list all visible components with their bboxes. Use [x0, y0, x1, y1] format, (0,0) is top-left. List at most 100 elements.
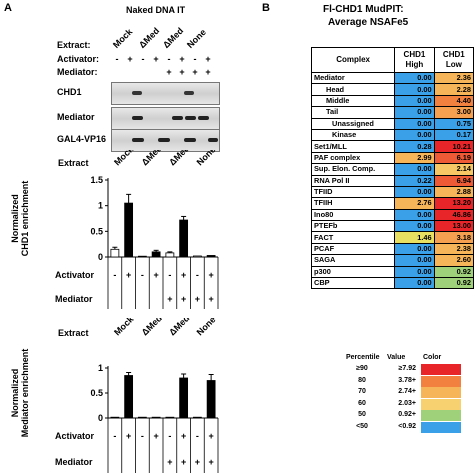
chd1-high-value: 0.00 [394, 117, 435, 130]
complex-name: FACT [310, 231, 396, 244]
blot-label-mediator: Mediator [57, 112, 95, 122]
y-tick-label: 0.5 [90, 388, 103, 398]
activator-sign: + [208, 270, 213, 280]
mediator-sign: + [181, 294, 186, 304]
activator-sign: - [196, 270, 199, 280]
header-chd1-high: CHD1 High [394, 47, 435, 73]
mediator-sign: + [195, 294, 200, 304]
panel-b-letter: B [262, 2, 270, 14]
table-row: Tail 0.00 3.00 [310, 106, 474, 119]
activator-sign: + [181, 270, 186, 280]
table-row: TFIID 0.00 2.88 [310, 185, 474, 199]
mediator-sign: + [179, 67, 185, 77]
mediator-sign: + [166, 67, 172, 77]
y-tick-label: 0.5 [90, 226, 103, 236]
y-axis-label-line: CHD1 enrichment [20, 181, 30, 257]
chd1-low-value: 3.00 [433, 106, 474, 119]
extract-label: Extract [58, 158, 89, 168]
legend-color-swatch [421, 410, 461, 422]
blot-band [184, 91, 194, 95]
complex-name: SAGA [310, 254, 396, 267]
table-row: PTEFb 0.00 13.00 [310, 220, 474, 233]
blot-chd1 [111, 82, 220, 105]
chd1-high-value: 0.00 [394, 128, 435, 142]
blot-label-chd1: CHD1 [57, 87, 82, 97]
header-complex: Complex [310, 47, 396, 73]
activator-sign: + [127, 54, 133, 64]
extract-lane-label: None [195, 318, 218, 337]
chd1-low-value: 0.92 [433, 277, 474, 290]
chd1-high-value: 1.46 [394, 231, 435, 244]
chd1-high-value: 2.76 [394, 197, 435, 210]
y-axis-label: NormalizedMediator enrichment [10, 349, 30, 438]
complex-name: Middle [310, 94, 396, 108]
bar [110, 248, 120, 258]
bar [137, 416, 147, 419]
complex-name: Ino80 [310, 208, 396, 222]
activator-sign: - [113, 270, 116, 280]
mediator-sign: + [208, 457, 213, 467]
table-row: SAGA 0.00 2.60 [310, 254, 474, 267]
lane-label-dmed-1: ΔMed [136, 25, 162, 50]
complex-name: PAF complex [310, 151, 396, 165]
bar [165, 416, 175, 419]
legend-color-swatch [421, 398, 461, 410]
chd1-low-value: 46.86 [433, 208, 474, 222]
blot-mediator [111, 107, 220, 130]
complex-name: Unassigned [310, 117, 396, 130]
legend-value: ≥7.92 [398, 365, 416, 372]
activator-sign: - [141, 270, 144, 280]
bar [179, 377, 189, 419]
complex-name: Kinase [310, 128, 396, 142]
mediator-sign: + [205, 67, 211, 77]
activator-label: Activator [55, 270, 95, 280]
legend-percentile: 70 [358, 388, 366, 396]
chd1-low-value: 2.14 [433, 163, 474, 176]
activator-sign: - [193, 54, 197, 64]
chd1-high-value: 0.00 [394, 208, 435, 222]
mediator-label: Mediator [55, 294, 93, 304]
chd1-high-value: 0.00 [394, 277, 435, 290]
blot-band [185, 116, 196, 120]
table-row: Unassigned 0.00 0.75 [310, 117, 474, 130]
chd1-high-value: 0.00 [394, 220, 435, 233]
chd1-high-value: 0.28 [394, 140, 435, 153]
complex-name: Head [310, 83, 396, 96]
activator-label: Activator [55, 431, 95, 441]
y-tick-label: 1 [98, 363, 103, 373]
extract-lane-label: Mock [112, 318, 136, 337]
chd1-high-value: 0.00 [394, 254, 435, 267]
y-tick-label: 0 [98, 413, 103, 423]
extract-lane-label: ΔMed [167, 318, 191, 337]
complex-name: Tail [310, 106, 396, 119]
chd1-low-value: 2.60 [433, 254, 474, 267]
table-row: Mediator 0.00 2.36 [310, 71, 474, 85]
activator-sign: - [167, 54, 171, 64]
mediator-sign: + [195, 457, 200, 467]
complex-name: RNA Pol II [310, 174, 396, 187]
table-row: PAF complex 2.99 6.19 [310, 151, 474, 165]
mediator-sign: + [167, 294, 172, 304]
blot-label-gal4-vp16: GAL4-VP16 [57, 134, 107, 144]
y-tick-label: 1.5 [90, 175, 103, 185]
y-axis-label: NormalizedCHD1 enrichment [10, 181, 30, 257]
chd1-low-value: 4.40 [433, 94, 474, 108]
legend-color-swatch [421, 364, 461, 375]
legend-value: 0.92+ [398, 411, 416, 419]
mediator-sign: + [167, 457, 172, 467]
row-label-activator: Activator: [57, 54, 100, 64]
bar [206, 255, 216, 258]
blot-band [158, 138, 170, 142]
legend-percentile: <50 [356, 423, 368, 430]
chd1-low-value: 2.88 [433, 185, 474, 199]
legend-percentile: ≥90 [356, 365, 368, 372]
mediator-enrichment-chart: Extract Mock ΔMed ΔMed NoneNormalizedMediato… [10, 318, 219, 473]
activator-sign: + [208, 431, 213, 441]
y-axis-label-line: Normalized [10, 369, 20, 418]
nsaf-table: Complex CHD1 High CHD1 Low Mediator 0.00 2… [310, 47, 474, 290]
chd1-low-value: 0.92 [433, 265, 474, 279]
complex-name: PCAF [310, 242, 396, 256]
panel-a-letter: A [4, 2, 12, 14]
header-chd1-low: CHD1 Low [433, 47, 474, 73]
